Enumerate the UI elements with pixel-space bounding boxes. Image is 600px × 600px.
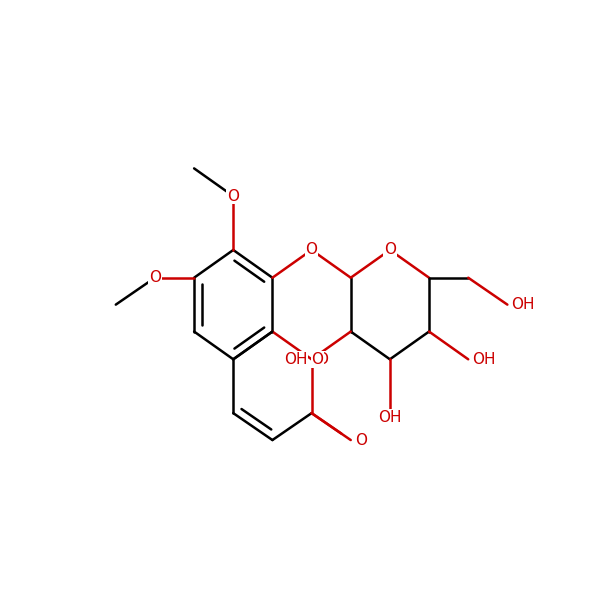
Text: O: O bbox=[355, 433, 367, 448]
Text: OH: OH bbox=[511, 297, 535, 312]
Text: OH: OH bbox=[472, 352, 496, 367]
Text: OH: OH bbox=[284, 352, 308, 367]
Text: O: O bbox=[149, 270, 161, 285]
Text: OH: OH bbox=[284, 352, 308, 367]
Text: O: O bbox=[316, 352, 328, 367]
Text: O: O bbox=[305, 242, 317, 257]
Text: OH: OH bbox=[378, 410, 401, 425]
Text: O: O bbox=[384, 242, 396, 257]
Text: O: O bbox=[227, 188, 239, 203]
Text: O: O bbox=[384, 242, 396, 257]
Text: OH: OH bbox=[511, 297, 535, 312]
Text: O: O bbox=[227, 188, 239, 203]
Text: OH: OH bbox=[472, 352, 496, 367]
Text: O: O bbox=[355, 433, 367, 448]
Text: OH: OH bbox=[378, 410, 401, 425]
Text: O: O bbox=[305, 242, 317, 257]
Text: O: O bbox=[311, 352, 323, 367]
Text: O: O bbox=[149, 270, 161, 285]
